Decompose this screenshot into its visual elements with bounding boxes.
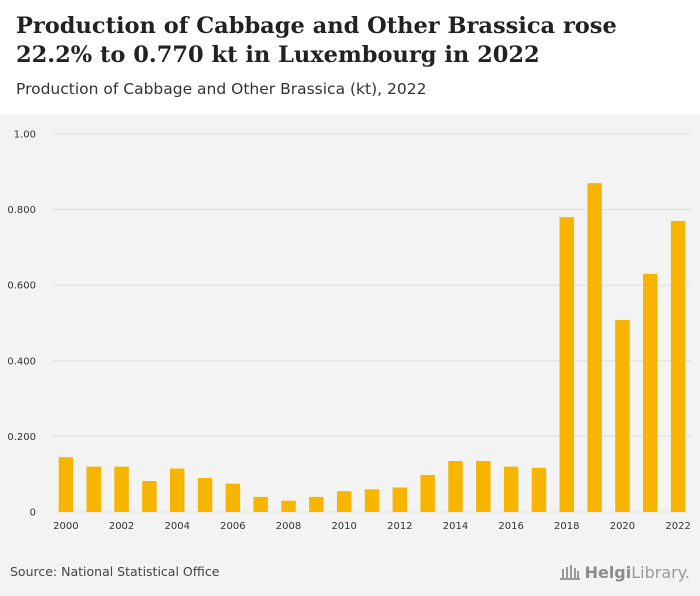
bar-2021	[643, 273, 658, 512]
bar-2012	[392, 487, 408, 512]
bar-2007	[253, 496, 268, 512]
chart-subtitle: Production of Cabbage and Other Brassica…	[16, 80, 427, 98]
bar-2020	[615, 319, 630, 512]
bars	[58, 183, 686, 512]
bar-2019	[587, 183, 602, 512]
chart-header: Production of Cabbage and Other Brassica…	[0, 0, 700, 114]
grid-lines	[52, 133, 692, 513]
x-tick-label: 2008	[276, 521, 301, 532]
x-tick-label: 2006	[220, 521, 245, 532]
bar-2005	[197, 477, 213, 512]
x-tick-label: 2012	[387, 521, 412, 532]
logo-text-light: Library.	[631, 562, 690, 582]
bar-2022	[670, 220, 686, 512]
y-tick-label: 0.400	[7, 356, 36, 367]
bar-2002	[114, 466, 129, 512]
bar-2013	[420, 474, 435, 512]
x-tick-label: 2018	[554, 521, 579, 532]
library-building-icon	[559, 565, 580, 580]
y-tick-label: 1.00	[14, 130, 36, 141]
x-axis-ticks: 2000 2002 2004 2006 2008 2010 2012 2014 2016 2018…	[53, 521, 691, 532]
x-tick-label: 2014	[443, 521, 468, 532]
x-tick-label: 2020	[610, 521, 635, 532]
bar-2009	[309, 496, 324, 512]
y-tick-label: 0.800	[7, 205, 36, 216]
bar-2017	[531, 467, 547, 512]
y-axis-ticks: 0 0.200 0.400 0.600 0.800 1.00	[7, 130, 36, 519]
x-tick-label: 2000	[53, 521, 78, 532]
y-tick-label: 0.600	[7, 281, 36, 292]
y-tick-label: 0.200	[7, 432, 36, 443]
x-tick-label: 2010	[331, 521, 356, 532]
bar-2001	[86, 466, 101, 512]
bar-2018	[559, 217, 575, 512]
bar-2000	[58, 457, 74, 512]
helgi-library-logo[interactable]: HelgiLibrary.	[559, 560, 690, 584]
chart-footer	[0, 548, 700, 596]
x-tick-label: 2002	[109, 521, 134, 532]
source-note: Source: National Statistical Office	[10, 564, 220, 579]
bar-2008	[281, 500, 296, 512]
y-tick-label: 0	[30, 508, 36, 519]
x-tick-label: 2016	[498, 521, 523, 532]
chart-title: Production of Cabbage and Other Brassica…	[16, 13, 617, 68]
bar-2015	[476, 460, 491, 512]
x-tick-label: 2004	[164, 521, 189, 532]
bar-2010	[336, 491, 352, 512]
x-tick-label: 2022	[665, 521, 690, 532]
bar-2003	[142, 481, 157, 512]
bar-2004	[169, 468, 185, 512]
bar-2014	[448, 460, 463, 512]
bar-2006	[225, 483, 241, 512]
bar-2016	[503, 466, 519, 512]
bar-2011	[364, 489, 380, 512]
logo-text-bold: Helgi	[584, 562, 632, 582]
